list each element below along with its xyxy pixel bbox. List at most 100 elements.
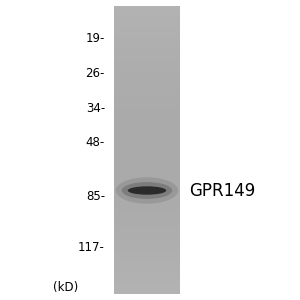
Bar	[114, 171, 180, 172]
Bar	[114, 160, 180, 161]
Bar	[114, 23, 180, 24]
Bar	[114, 163, 180, 164]
Bar	[114, 291, 180, 292]
Bar	[114, 19, 180, 20]
Bar	[114, 160, 180, 161]
Text: (kD): (kD)	[53, 281, 79, 295]
Bar	[114, 103, 180, 104]
Ellipse shape	[122, 182, 172, 199]
Bar	[114, 88, 180, 89]
Bar	[114, 264, 180, 265]
Bar	[114, 34, 180, 35]
Bar	[114, 97, 180, 98]
Bar	[114, 110, 180, 111]
Bar	[114, 226, 180, 227]
Bar	[114, 124, 180, 125]
Bar	[114, 240, 180, 241]
Bar	[114, 92, 180, 93]
Bar	[114, 247, 180, 248]
Bar	[114, 289, 180, 290]
Bar	[114, 179, 180, 180]
Bar	[114, 158, 180, 159]
Bar	[114, 285, 180, 286]
Bar	[114, 290, 180, 291]
Bar	[114, 22, 180, 23]
Bar	[114, 278, 180, 279]
Bar	[114, 96, 180, 97]
Bar	[114, 279, 180, 280]
Bar	[114, 280, 180, 281]
Bar	[114, 16, 180, 17]
Bar	[114, 177, 180, 178]
Bar	[114, 235, 180, 236]
Bar	[114, 140, 180, 141]
Bar	[114, 104, 180, 105]
Bar	[114, 20, 180, 21]
Bar	[114, 236, 180, 237]
Bar	[114, 9, 180, 10]
Bar	[114, 141, 180, 142]
Bar	[114, 135, 180, 136]
Bar	[114, 117, 180, 118]
Text: 34-: 34-	[86, 101, 105, 115]
Bar	[114, 260, 180, 261]
Bar	[114, 63, 180, 64]
Bar	[114, 145, 180, 146]
Bar	[114, 17, 180, 19]
Bar	[114, 40, 180, 41]
Bar	[114, 218, 180, 219]
Bar	[114, 275, 180, 276]
Bar	[114, 185, 180, 187]
Bar	[114, 200, 180, 201]
Bar	[114, 144, 180, 145]
Bar	[114, 126, 180, 127]
Bar	[114, 65, 180, 67]
Bar	[114, 284, 180, 285]
Bar	[114, 176, 180, 177]
Bar	[114, 211, 180, 212]
Bar	[114, 82, 180, 83]
Bar	[114, 53, 180, 54]
Bar	[114, 130, 180, 131]
Bar	[114, 272, 180, 273]
Bar	[114, 214, 180, 215]
Bar	[114, 69, 180, 70]
Bar	[114, 153, 180, 154]
Bar	[114, 150, 180, 151]
Bar	[114, 77, 180, 78]
Bar	[114, 268, 180, 269]
Bar	[114, 28, 180, 29]
Bar	[114, 73, 180, 74]
Bar	[114, 204, 180, 205]
Bar	[114, 265, 180, 266]
Bar	[114, 136, 180, 137]
Bar	[114, 14, 180, 15]
Bar	[114, 184, 180, 185]
Bar	[114, 172, 180, 173]
Bar	[114, 271, 180, 272]
Bar	[114, 239, 180, 240]
Bar	[114, 98, 180, 99]
Bar	[114, 115, 180, 116]
Bar	[114, 274, 180, 275]
Bar	[114, 219, 180, 220]
Bar	[114, 93, 180, 94]
Bar	[114, 261, 180, 262]
Bar	[114, 232, 180, 233]
Bar	[114, 224, 180, 225]
Bar	[114, 68, 180, 69]
Bar	[114, 80, 180, 81]
Bar	[114, 133, 180, 134]
Bar	[114, 152, 180, 153]
Bar	[114, 252, 180, 253]
Bar	[114, 41, 180, 43]
Bar	[114, 79, 180, 80]
Bar	[114, 189, 180, 190]
Bar	[114, 125, 180, 126]
Bar	[114, 209, 180, 211]
Bar	[114, 83, 180, 84]
Bar	[114, 78, 180, 79]
Bar	[114, 151, 180, 152]
Bar	[114, 118, 180, 119]
Bar	[114, 137, 180, 139]
